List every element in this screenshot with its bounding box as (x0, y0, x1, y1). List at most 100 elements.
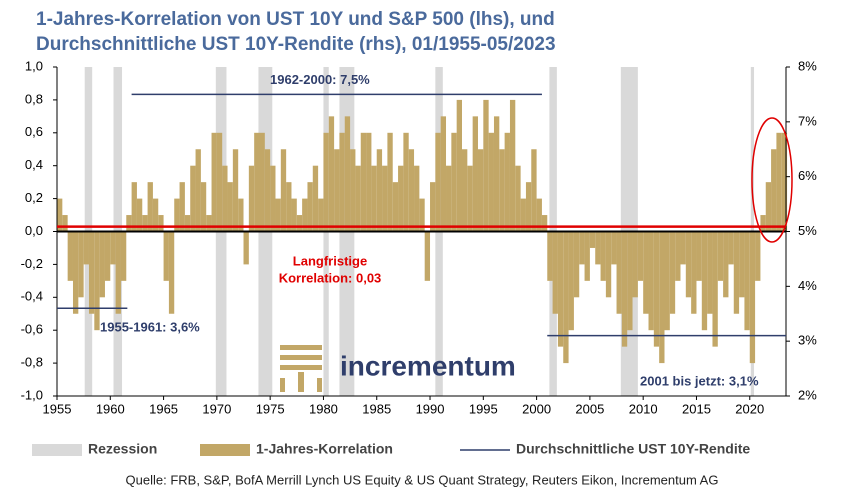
y-tick-label: 0,2 (25, 190, 43, 205)
legend-swatch (200, 444, 250, 456)
x-tick-label: 1970 (202, 401, 231, 416)
bar (701, 231, 708, 331)
y-tick-label: -1,0 (21, 387, 43, 402)
bar (408, 149, 415, 232)
bar (57, 198, 63, 232)
bar (414, 165, 420, 232)
bar (248, 165, 255, 232)
bar (669, 231, 676, 314)
bar (275, 198, 281, 232)
bar (174, 198, 180, 232)
bar (499, 149, 505, 232)
bar (307, 182, 313, 232)
bar (723, 231, 729, 298)
x-tick-label: 1990 (416, 401, 445, 416)
bar (739, 231, 745, 298)
bar (72, 231, 79, 314)
bar (190, 165, 196, 232)
bar (605, 231, 612, 298)
bar (525, 182, 532, 232)
legend-label: Rezession (88, 441, 157, 457)
bar (344, 116, 351, 232)
bar (387, 132, 393, 232)
bar (456, 99, 462, 232)
bar (360, 132, 367, 232)
bar (126, 215, 132, 232)
bar (760, 215, 766, 232)
bar (99, 231, 105, 298)
bar (781, 132, 788, 232)
bar (296, 215, 303, 232)
bar (595, 231, 601, 265)
average-yield-label: 1955-1961: 3,6% (100, 319, 200, 334)
bar (328, 116, 335, 232)
bar (152, 198, 159, 232)
bar (680, 231, 686, 265)
bar (616, 231, 622, 314)
bar (232, 149, 239, 232)
bar (88, 231, 95, 314)
y-tick-label: -0,4 (21, 289, 43, 304)
bar (446, 165, 452, 232)
y2-tick-label: 8% (798, 58, 817, 73)
y-tick-label: 1,0 (25, 58, 43, 73)
x-tick-label: 1985 (362, 401, 391, 416)
bar (579, 231, 585, 265)
bar (376, 149, 383, 232)
logo-text: incrementum (340, 350, 516, 381)
bar (707, 231, 713, 314)
bar (120, 231, 127, 281)
bar (691, 231, 697, 314)
bar (504, 132, 510, 232)
x-tick-label: 2000 (522, 401, 551, 416)
bar (382, 165, 388, 232)
bar (286, 182, 292, 232)
bar (493, 116, 500, 232)
bar (536, 198, 542, 232)
bar (62, 215, 68, 232)
legend-swatch (32, 444, 82, 456)
bar (238, 198, 244, 232)
bar (280, 149, 287, 232)
bar (147, 182, 153, 232)
bar (451, 132, 457, 232)
bar (200, 182, 207, 232)
bar (675, 231, 681, 281)
bar (424, 231, 431, 281)
bar (440, 116, 447, 232)
x-tick-label: 1955 (43, 401, 72, 416)
y2-tick-label: 5% (798, 223, 817, 238)
bar (776, 132, 782, 232)
logo-icon (280, 345, 322, 392)
bar (115, 231, 121, 314)
bar (771, 149, 777, 232)
bar (243, 231, 249, 265)
bar (259, 132, 265, 232)
bar (350, 149, 356, 232)
bar (488, 132, 494, 232)
y2-tick-label: 3% (798, 333, 817, 348)
bar (653, 231, 660, 347)
bar (142, 215, 148, 232)
bar (531, 149, 537, 232)
bar (371, 165, 377, 232)
bar (131, 182, 137, 232)
bar (110, 231, 116, 265)
y-tick-label: 0,0 (25, 223, 43, 238)
y-tick-label: 0,6 (25, 124, 43, 139)
bar (195, 149, 201, 232)
bar (568, 231, 574, 331)
bar (184, 215, 191, 232)
bar (728, 231, 734, 265)
bar (462, 149, 468, 232)
bar (136, 198, 143, 232)
bar (664, 231, 670, 331)
bar (83, 231, 89, 265)
chart-title: Durchschnittliche UST 10Y-Rendite (rhs),… (36, 34, 556, 55)
bar (515, 165, 521, 232)
bar (168, 231, 175, 314)
bar (621, 231, 628, 347)
bar (435, 132, 441, 232)
bar (483, 99, 489, 232)
y-tick-label: -0,8 (21, 355, 43, 370)
